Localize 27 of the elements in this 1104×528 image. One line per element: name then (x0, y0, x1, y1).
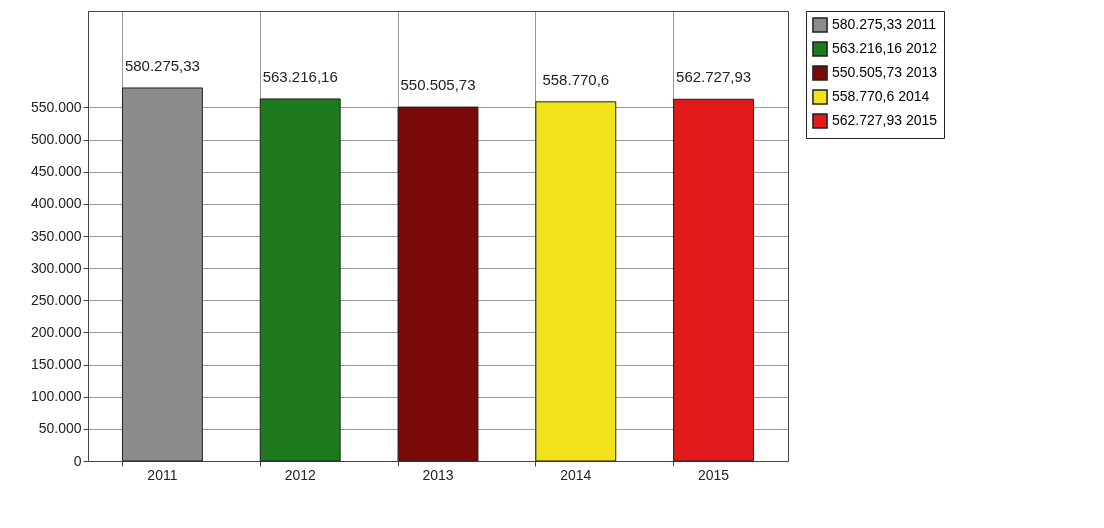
x-tick-label: 2014 (560, 466, 592, 483)
y-tick-label: 300.000 (30, 259, 82, 276)
legend-label: 580.275,33 2011 (832, 16, 937, 32)
data-label: 562.727,93 (676, 68, 752, 86)
legend-label: 550.505,73 2013 (832, 64, 938, 80)
legend-label: 563.216,16 2012 (832, 40, 938, 56)
x-tick-label: 2012 (284, 466, 316, 483)
data-label: 580.275,33 (124, 56, 200, 74)
data-label: 550.505,73 (400, 76, 476, 94)
x-tick-label: 2013 (422, 466, 454, 483)
data-label: 558.770,6 (542, 70, 610, 88)
y-tick-label: 250.000 (30, 291, 82, 308)
y-tick-label: 450.000 (30, 163, 82, 180)
y-tick-label: 150.000 (30, 356, 82, 373)
x-tick-label: 2011 (147, 466, 178, 483)
y-tick-label: 400.000 (30, 195, 82, 212)
legend-label: 562.727,93 2015 (832, 112, 938, 128)
data-label: 563.216,16 (262, 67, 338, 85)
y-tick-label: 550.000 (30, 98, 82, 115)
y-tick-label: 200.000 (30, 323, 82, 340)
x-tick-label: 2015 (698, 466, 730, 483)
y-tick-label: 0 (73, 452, 82, 469)
y-tick-label: 350.000 (30, 227, 82, 244)
y-tick-label: 50.000 (38, 420, 82, 437)
legend-label: 558.770,6 2014 (832, 88, 930, 104)
y-tick-label: 500.000 (30, 131, 82, 148)
y-tick-label: 100.000 (30, 388, 82, 405)
